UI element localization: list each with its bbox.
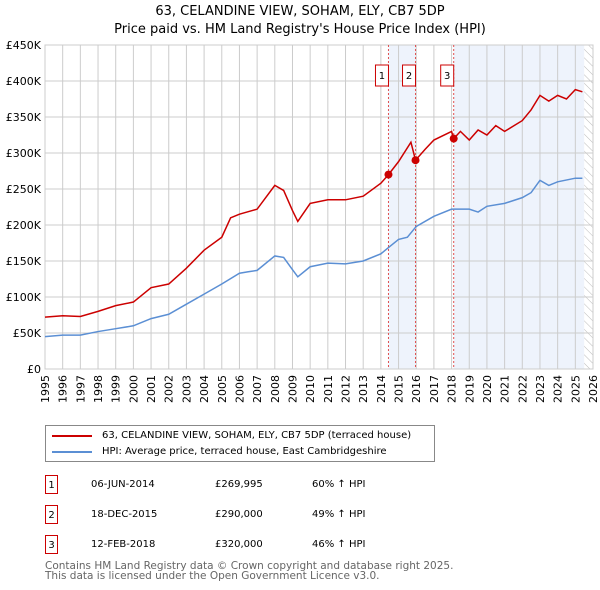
x-tick-label: 2013 xyxy=(357,375,370,403)
footer: Contains HM Land Registry data © Crown c… xyxy=(45,560,454,582)
x-tick-label: 2001 xyxy=(145,375,158,403)
x-tick-label: 2009 xyxy=(286,375,299,403)
x-tick-label: 2008 xyxy=(269,375,282,403)
sale-price: £290,000 xyxy=(215,509,263,520)
x-tick-label: 2023 xyxy=(534,375,547,403)
legend-label: HPI: Average price, terraced house, East… xyxy=(102,446,387,457)
y-tick-label: £150K xyxy=(6,255,42,268)
sale-marker-badge: 2 xyxy=(45,505,58,524)
series-line xyxy=(44,177,583,338)
sale-point xyxy=(449,134,458,143)
sale-marker-box xyxy=(440,64,455,87)
y-tick-label: £450K xyxy=(6,39,42,52)
sale-marker-box xyxy=(374,64,389,87)
shaded-period xyxy=(388,45,416,369)
x-tick-label: 1995 xyxy=(39,375,52,403)
sale-date: 12-FEB-2018 xyxy=(91,539,156,550)
x-tick-label: 2011 xyxy=(322,375,335,403)
sale-hpi-delta: 46% ↑ HPI xyxy=(312,539,366,550)
chart-title: 63, CELANDINE VIEW, SOHAM, ELY, CB7 5DP … xyxy=(0,3,600,39)
sale-marker-label: 3 xyxy=(444,71,450,82)
y-tick-label: £200K xyxy=(6,219,42,232)
sale-row: 3 12-FEB-2018 £320,000 46% ↑ HPI xyxy=(45,535,445,555)
x-tick-label: 2021 xyxy=(499,375,512,403)
x-tick-label: 2006 xyxy=(233,375,246,403)
x-tick-label: 2018 xyxy=(446,375,459,403)
x-tick-label: 2022 xyxy=(516,375,529,403)
x-tick-label: 2014 xyxy=(375,375,388,403)
y-tick-label: £0 xyxy=(27,363,41,376)
sale-hpi-delta: 49% ↑ HPI xyxy=(312,509,366,520)
x-tick-label: 2017 xyxy=(428,375,441,403)
sale-row: 2 18-DEC-2015 £290,000 49% ↑ HPI xyxy=(45,505,445,525)
sale-point xyxy=(384,170,393,179)
legend-item-hpi: HPI: Average price, terraced house, East… xyxy=(52,446,387,457)
y-tick-label: £300K xyxy=(6,147,42,160)
sale-price: £320,000 xyxy=(215,539,263,550)
x-tick-label: 2019 xyxy=(463,375,476,403)
shaded-period xyxy=(453,45,585,369)
x-tick-label: 2007 xyxy=(251,375,264,403)
sale-date: 06-JUN-2014 xyxy=(91,479,155,490)
legend-swatch-red xyxy=(52,434,92,437)
y-tick-label: £400K xyxy=(6,75,42,88)
x-tick-label: 2004 xyxy=(198,375,211,403)
y-tick-label: £250K xyxy=(6,183,42,196)
footer-line-2: This data is licensed under the Open Gov… xyxy=(45,570,380,582)
sale-marker-badge: 3 xyxy=(45,535,58,554)
y-tick-label: £350K xyxy=(6,111,42,124)
x-tick-label: 2024 xyxy=(552,375,565,403)
price-chart: 1995 1996 1997 1998 1999 2000 2001 2002 2003 2004… xyxy=(6,39,600,403)
x-tick-label: 2012 xyxy=(340,375,353,403)
sale-point xyxy=(411,156,420,165)
sale-price: £269,995 xyxy=(215,479,263,490)
x-tick-label: 2003 xyxy=(180,375,193,403)
x-tick-label: 2016 xyxy=(410,375,423,403)
x-tick-label: 2020 xyxy=(481,375,494,403)
series-line xyxy=(44,88,583,318)
plot-frame xyxy=(44,44,594,370)
sale-marker-label: 2 xyxy=(406,71,412,82)
footer-line-1: Contains HM Land Registry data © Crown c… xyxy=(45,560,454,572)
x-tick-label: 2015 xyxy=(393,375,406,403)
x-tick-label: 2010 xyxy=(304,375,317,403)
future-hatch xyxy=(584,45,593,369)
legend-swatch-blue xyxy=(52,450,92,453)
y-tick-label: £100K xyxy=(6,291,42,304)
sale-marker-box xyxy=(402,64,417,87)
sale-marker-badge: 1 xyxy=(45,475,58,494)
x-tick-label: 2002 xyxy=(163,375,176,403)
sale-date: 18-DEC-2015 xyxy=(91,509,158,520)
x-tick-label: 2000 xyxy=(127,375,140,403)
sale-marker-label: 1 xyxy=(379,71,385,82)
x-tick-label: 2005 xyxy=(216,375,229,403)
sale-row: 1 06-JUN-2014 £269,995 60% ↑ HPI xyxy=(45,475,445,495)
legend-item-property: 63, CELANDINE VIEW, SOHAM, ELY, CB7 5DP … xyxy=(52,430,411,441)
x-tick-label: 2025 xyxy=(569,375,582,403)
subtitle-line: Price paid vs. HM Land Registry's House … xyxy=(114,22,486,37)
legend-label: 63, CELANDINE VIEW, SOHAM, ELY, CB7 5DP … xyxy=(102,430,412,441)
x-tick-label: 1999 xyxy=(110,375,123,403)
legend: 63, CELANDINE VIEW, SOHAM, ELY, CB7 5DP … xyxy=(45,425,435,462)
y-tick-label: £50K xyxy=(13,327,42,340)
title-line: 63, CELANDINE VIEW, SOHAM, ELY, CB7 5DP xyxy=(155,4,445,19)
x-tick-label: 1996 xyxy=(57,375,70,403)
x-tick-label: 1997 xyxy=(74,375,87,403)
x-tick-label: 1998 xyxy=(92,375,105,403)
sale-hpi-delta: 60% ↑ HPI xyxy=(312,479,366,490)
x-tick-label: 2026 xyxy=(587,375,600,403)
